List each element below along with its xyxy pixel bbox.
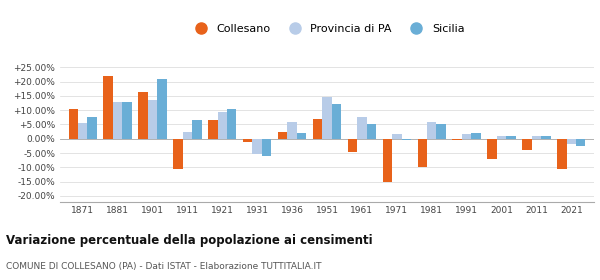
Bar [541,136,551,139]
Bar [392,134,401,139]
Bar [322,97,332,139]
Bar [383,139,392,182]
Bar [313,119,322,139]
Bar [157,79,167,139]
Legend: Collesano, Provincia di PA, Sicilia: Collesano, Provincia di PA, Sicilia [187,22,467,36]
Bar [557,139,566,169]
Bar [401,139,411,140]
Bar [452,139,462,140]
Bar [287,122,297,139]
Bar [497,136,506,139]
Bar [487,139,497,159]
Bar [227,109,236,139]
Bar [566,139,576,144]
Bar [173,139,182,169]
Text: Variazione percentuale della popolazione ai censimenti: Variazione percentuale della popolazione… [6,234,373,247]
Bar [367,125,376,139]
Bar [532,136,541,139]
Bar [192,120,202,139]
Bar [522,139,532,150]
Bar [139,92,148,139]
Bar [332,104,341,139]
Bar [472,133,481,139]
Bar [208,120,218,139]
Bar [436,125,446,139]
Bar [78,123,88,139]
Bar [427,122,436,139]
Bar [218,112,227,139]
Bar [297,133,306,139]
Bar [88,117,97,139]
Bar [182,132,192,139]
Bar [243,139,253,142]
Text: COMUNE DI COLLESANO (PA) - Dati ISTAT - Elaborazione TUTTITALIA.IT: COMUNE DI COLLESANO (PA) - Dati ISTAT - … [6,262,322,271]
Bar [278,132,287,139]
Bar [253,139,262,155]
Bar [462,134,472,139]
Bar [576,139,586,146]
Bar [148,100,157,139]
Bar [68,109,78,139]
Bar [122,102,132,139]
Bar [262,139,271,156]
Bar [113,102,122,139]
Bar [357,117,367,139]
Bar [418,139,427,167]
Bar [103,76,113,139]
Bar [348,139,357,151]
Bar [506,136,515,139]
